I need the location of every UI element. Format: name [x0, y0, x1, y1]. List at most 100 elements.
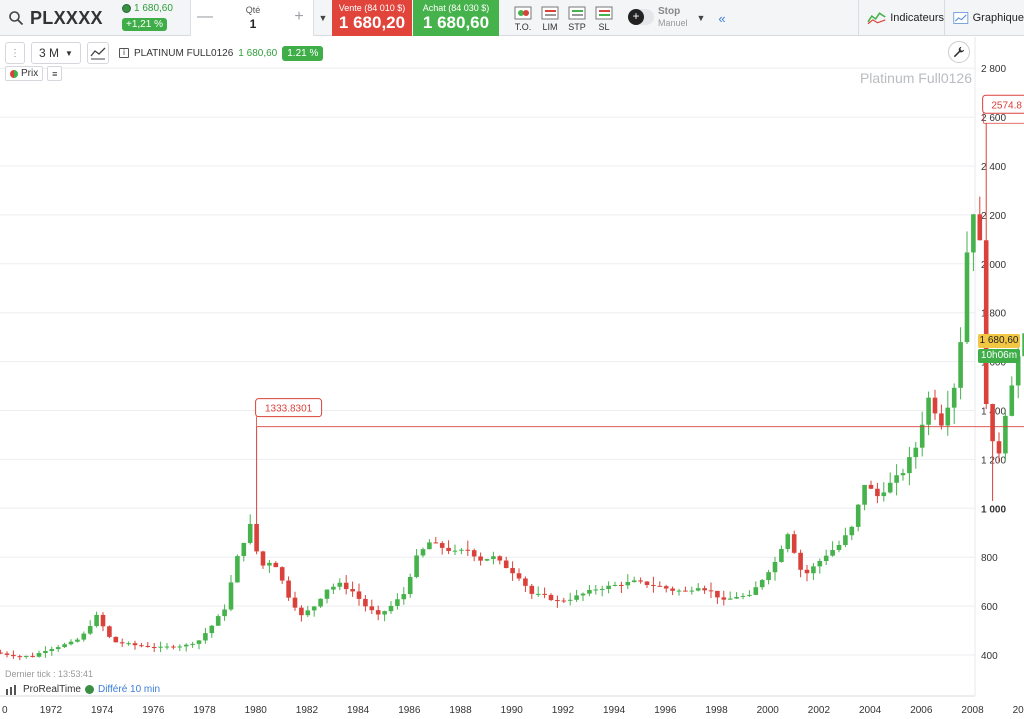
candle	[926, 391, 931, 436]
candle	[587, 585, 592, 597]
candle	[119, 638, 125, 647]
annotation-label: 2574.8	[991, 100, 1022, 111]
candle	[407, 573, 413, 598]
candle	[190, 641, 195, 648]
candle	[151, 642, 157, 653]
candle	[471, 548, 477, 562]
prorealtime-logo-icon	[6, 684, 16, 695]
y-tick-label: 600	[981, 602, 998, 613]
candle	[843, 527, 848, 548]
legend-list-button[interactable]: ≡	[47, 66, 63, 81]
current-price-tag: 1 680,60	[978, 334, 1020, 348]
candlestick-chart-icon	[90, 47, 106, 60]
candle	[823, 549, 829, 566]
candle	[804, 565, 810, 582]
candle	[631, 576, 637, 583]
candle	[497, 555, 503, 565]
x-tick-label: 1990	[501, 705, 524, 716]
candle	[932, 389, 938, 420]
chart-label: Graphique	[972, 12, 1024, 24]
candle	[939, 404, 944, 430]
chevron-down-icon: ▼	[696, 13, 706, 23]
indicators-label: Indicateurs	[890, 12, 944, 24]
indicators-button[interactable]: Indicateurs	[858, 0, 944, 36]
collapse-panel-button[interactable]: «	[712, 0, 732, 36]
quote-summary: 1 680,60 +1,21 %	[122, 0, 186, 36]
y-tick-label: 2 600	[981, 113, 1006, 124]
candle	[817, 558, 823, 574]
quantity-increase-button[interactable]: +	[294, 8, 304, 25]
candle	[452, 544, 458, 555]
candle	[94, 611, 99, 628]
chart-settings-button[interactable]	[948, 41, 970, 63]
candle	[331, 583, 336, 594]
y-tick-label: 800	[981, 553, 998, 564]
period-selector[interactable]: 3 M ▼	[31, 42, 81, 64]
order-market-button[interactable]: T.O.	[510, 0, 536, 36]
instrument-search[interactable]: PLXXXX	[0, 0, 120, 36]
x-tick-label: 1974	[91, 705, 114, 716]
order-limit-button[interactable]: LIM	[537, 0, 563, 36]
candle	[254, 426, 259, 555]
candle	[740, 593, 746, 600]
candle	[318, 598, 323, 608]
candle	[273, 561, 279, 568]
candle	[228, 575, 234, 612]
instrument-last-price: 1 680,60	[238, 47, 278, 59]
candle	[446, 540, 451, 555]
candle	[747, 590, 752, 598]
ticker-symbol[interactable]: PLXXXX	[30, 7, 103, 28]
buy-button[interactable]: Achat (84 030 $) 1 680,60	[413, 0, 499, 36]
order-stop-button[interactable]: STP	[564, 0, 590, 36]
quantity-dropdown[interactable]: ▼	[315, 0, 331, 36]
quantity-stepper[interactable]: — Qté 1 +	[190, 0, 314, 36]
candle	[734, 592, 739, 600]
candle	[644, 581, 650, 588]
candle	[247, 514, 253, 545]
stop-manual-toggle[interactable]: + Stop Manuel	[622, 0, 692, 36]
data-delay-label: Différé 10 min	[97, 684, 161, 695]
candle	[919, 411, 925, 457]
candle	[958, 327, 963, 400]
candle	[11, 650, 16, 659]
x-tick-label: 1984	[347, 705, 370, 716]
candle	[875, 482, 880, 504]
sell-button[interactable]: Vente (84 010 $) 1 680,20	[332, 0, 412, 36]
candle	[350, 581, 355, 597]
buy-price: 1 680,60	[422, 13, 490, 32]
price-series-toggle[interactable]: Prix	[5, 66, 44, 81]
candle	[145, 641, 151, 648]
candle	[951, 383, 957, 425]
candle	[68, 639, 74, 646]
candle	[177, 644, 183, 652]
candle	[324, 589, 330, 604]
stop-dropdown[interactable]: ▼	[694, 0, 708, 36]
candle	[599, 585, 605, 597]
order-stop-limit-label: SL	[598, 22, 610, 32]
chart-type-button[interactable]	[87, 42, 109, 64]
candle	[529, 583, 535, 599]
chart-menu-button[interactable]: ⋮	[5, 42, 25, 64]
quantity-decrease-button[interactable]: —	[197, 8, 213, 25]
candle	[785, 532, 791, 553]
candle	[203, 627, 208, 644]
stop-toggle-switch[interactable]: +	[628, 9, 654, 25]
search-icon	[9, 11, 24, 26]
candle	[945, 390, 951, 436]
chart-button[interactable]: Graphique	[944, 0, 1024, 36]
candle	[215, 614, 221, 626]
data-feed-info: ProRealTime Différé 10 min	[5, 684, 160, 695]
candle	[478, 552, 483, 566]
quantity-input[interactable]: 1	[249, 17, 257, 31]
candle	[657, 581, 663, 587]
chart-area[interactable]: 400 600 800 1 000 1 200 1 400 1 600 1 800 2 000 2…	[0, 37, 1024, 719]
info-icon: i	[119, 48, 129, 58]
candle	[363, 595, 368, 612]
candle	[171, 644, 176, 650]
chart-watermark-title: Platinum Full0126	[859, 70, 972, 86]
candle	[1009, 376, 1015, 417]
candle	[971, 213, 976, 272]
order-stop-limit-button[interactable]: SL	[591, 0, 617, 36]
candle	[625, 574, 631, 590]
